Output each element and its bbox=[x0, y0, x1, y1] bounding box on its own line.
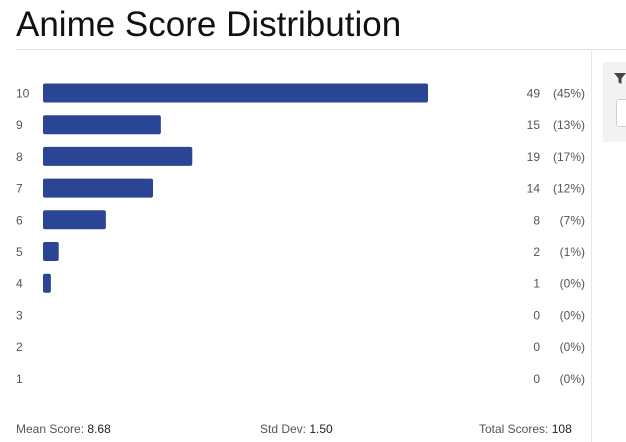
score-bar[interactable] bbox=[43, 242, 59, 261]
percent-label: (7%) bbox=[560, 213, 585, 227]
score-tick-label: 6 bbox=[16, 213, 23, 227]
count-label: 14 bbox=[527, 182, 541, 196]
mean-score-label: Mean Score: bbox=[16, 422, 85, 436]
std-dev-stat: Std Dev: 1.50 bbox=[260, 421, 333, 437]
count-label: 19 bbox=[527, 150, 541, 164]
page-title: Anime Score Distribution bbox=[16, 5, 402, 44]
title-divider bbox=[16, 49, 626, 50]
percent-label: (17%) bbox=[553, 150, 585, 164]
percent-label: (13%) bbox=[553, 118, 585, 132]
score-tick-label: 3 bbox=[16, 308, 23, 322]
percent-label: (0%) bbox=[560, 308, 585, 322]
score-tick-label: 9 bbox=[16, 118, 23, 132]
percent-label: (45%) bbox=[553, 87, 585, 101]
total-scores-stat: Total Scores: 108 bbox=[479, 421, 572, 437]
percent-label: (0%) bbox=[560, 277, 585, 291]
percent-label: (0%) bbox=[560, 372, 585, 386]
percent-label: (1%) bbox=[560, 245, 585, 259]
count-label: 15 bbox=[527, 118, 541, 132]
score-bar[interactable] bbox=[43, 273, 51, 293]
score-bar[interactable] bbox=[43, 146, 193, 166]
score-tick-label: 8 bbox=[16, 150, 23, 164]
percent-label: (12%) bbox=[553, 182, 585, 196]
total-scores-label: Total Scores: bbox=[479, 422, 549, 436]
score-tick-label: 7 bbox=[16, 182, 23, 196]
filter-icon[interactable] bbox=[614, 73, 626, 85]
std-dev-label: Std Dev: bbox=[260, 422, 307, 436]
count-label: 0 bbox=[533, 372, 540, 386]
percent-label: (0%) bbox=[560, 340, 585, 354]
mean-score-stat: Mean Score: 8.68 bbox=[16, 421, 111, 437]
score-bar[interactable] bbox=[43, 210, 106, 230]
filter-input[interactable] bbox=[616, 99, 626, 127]
count-label: 1 bbox=[533, 277, 540, 291]
score-bar[interactable] bbox=[43, 115, 161, 135]
score-tick-label: 5 bbox=[16, 245, 23, 259]
mean-score-value: 8.68 bbox=[87, 422, 111, 436]
total-scores-value: 108 bbox=[551, 422, 572, 436]
score-bar[interactable] bbox=[43, 83, 428, 103]
count-label: 0 bbox=[533, 340, 540, 354]
score-tick-label: 4 bbox=[16, 277, 23, 291]
count-label: 2 bbox=[533, 245, 540, 259]
count-label: 8 bbox=[533, 213, 540, 227]
count-label: 0 bbox=[533, 308, 540, 322]
std-dev-value: 1.50 bbox=[309, 422, 333, 436]
count-label: 49 bbox=[527, 87, 541, 101]
score-bar[interactable] bbox=[43, 178, 153, 198]
score-tick-label: 10 bbox=[16, 87, 30, 101]
score-tick-label: 2 bbox=[16, 340, 23, 354]
score-tick-label: 1 bbox=[16, 372, 23, 386]
